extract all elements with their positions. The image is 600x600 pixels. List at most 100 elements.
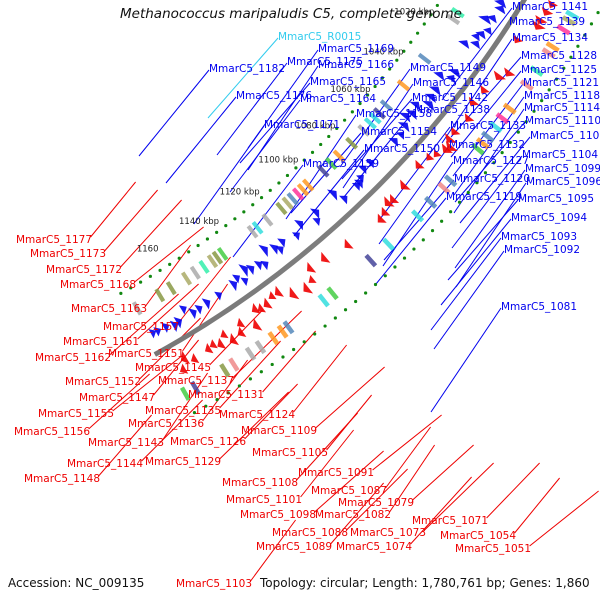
cog-category-box bbox=[211, 250, 224, 265]
cog-category-box bbox=[251, 220, 264, 235]
forward-gene-arrow bbox=[471, 33, 480, 42]
forward-gene-arrow bbox=[260, 260, 269, 271]
leader-line bbox=[90, 181, 136, 238]
gene-label: MmarC5_1125 bbox=[521, 64, 597, 76]
forward-gene-arrow bbox=[148, 329, 157, 339]
cog-category-box bbox=[446, 13, 461, 26]
leader-line bbox=[193, 125, 265, 225]
gc-marker bbox=[430, 229, 435, 233]
leader-line bbox=[98, 414, 152, 477]
cog-category-box bbox=[267, 331, 280, 346]
leader-line bbox=[440, 218, 512, 306]
gene-label: MmarC5_1103 bbox=[176, 578, 252, 590]
leader-line bbox=[293, 344, 347, 413]
gc-marker bbox=[350, 110, 354, 114]
forward-gene-arrow bbox=[161, 322, 170, 333]
gc-marker bbox=[492, 161, 496, 165]
forward-gene-arrow bbox=[169, 320, 179, 332]
gc-marker bbox=[259, 370, 263, 374]
leader-line bbox=[441, 38, 513, 144]
cog-category-box bbox=[154, 288, 166, 303]
cog-category-box bbox=[332, 149, 346, 163]
cog-category-box bbox=[180, 271, 193, 286]
forward-gene-arrow bbox=[494, 5, 506, 15]
reverse-gene-arrow bbox=[504, 67, 516, 77]
gene-label: MmarC5_1127 bbox=[453, 155, 529, 167]
cog-category-box bbox=[450, 7, 465, 19]
gc-marker bbox=[333, 316, 337, 320]
gene-label: MmarC5_1105 bbox=[252, 447, 328, 459]
cog-category-box bbox=[198, 259, 210, 274]
gc-marker bbox=[204, 404, 208, 408]
gene-label: MmarC5_R0015 bbox=[278, 31, 361, 43]
gc-marker bbox=[119, 291, 123, 295]
gene-label: MmarC5_1173 bbox=[30, 248, 106, 260]
gc-marker bbox=[402, 256, 407, 260]
cog-category-box bbox=[529, 65, 544, 77]
gc-marker bbox=[388, 67, 392, 71]
gene-label: MmarC5_1165 bbox=[310, 76, 386, 88]
genome-backbone bbox=[153, 0, 528, 357]
tick-label: 1160 bbox=[137, 245, 159, 255]
reverse-gene-arrow bbox=[384, 196, 395, 207]
gene-label: MmarC5_1124 bbox=[219, 409, 295, 421]
leader-line bbox=[120, 199, 182, 268]
cog-category-box bbox=[326, 286, 339, 301]
gc-marker bbox=[524, 120, 528, 124]
reverse-gene-arrow bbox=[220, 329, 229, 339]
forward-gene-arrow bbox=[201, 298, 211, 310]
reverse-gene-arrow bbox=[433, 149, 442, 158]
gc-marker bbox=[421, 238, 425, 242]
leader-line bbox=[219, 340, 281, 409]
label-leader-lines bbox=[88, 7, 599, 582]
cog-category-box bbox=[296, 183, 310, 197]
gc-marker bbox=[281, 355, 285, 359]
reverse-gene-arrow bbox=[445, 140, 458, 151]
gene-label: MmarC5_1177 bbox=[16, 234, 92, 246]
reverse-gene-arrow bbox=[535, 14, 548, 25]
gene-label: MmarC5_1128 bbox=[521, 50, 597, 62]
gene-label: MmarC5_1147 bbox=[79, 392, 155, 404]
gc-marker bbox=[393, 265, 397, 269]
leader-line bbox=[433, 250, 505, 350]
leader-line bbox=[529, 490, 599, 547]
gc-marker bbox=[248, 377, 253, 381]
cog-category-box bbox=[471, 142, 485, 156]
cog-category-box bbox=[372, 107, 387, 120]
leader-line bbox=[300, 429, 354, 498]
forward-gene-arrow bbox=[475, 30, 486, 40]
cog-category-box bbox=[502, 102, 517, 115]
forward-gene-arrow bbox=[275, 246, 284, 255]
gene-labels: MmarC5_R0015MmarC5_1182MmarC5_1175MmarC5… bbox=[14, 1, 600, 590]
cog-category-box bbox=[475, 137, 490, 150]
leader-line bbox=[250, 519, 297, 582]
gene-label: MmarC5_1182 bbox=[209, 63, 285, 75]
tick-label: 1060 kbp bbox=[330, 85, 370, 95]
gene-label: MmarC5_1118 bbox=[524, 90, 600, 102]
cog-category-box bbox=[364, 253, 378, 268]
leader-line bbox=[342, 83, 414, 189]
leader-line bbox=[209, 309, 263, 366]
reverse-gene-arrow bbox=[237, 317, 246, 328]
leader-line bbox=[262, 330, 316, 393]
reverse-gene-arrow bbox=[308, 275, 317, 283]
reverse-gene-arrow bbox=[252, 318, 263, 331]
cog-category-box bbox=[495, 112, 510, 125]
cog-category-box bbox=[216, 247, 229, 261]
forward-gene-arrow bbox=[354, 179, 363, 189]
gene-label: MmarC5_1114 bbox=[524, 102, 600, 114]
forward-gene-arrow bbox=[214, 291, 223, 301]
leader-line bbox=[454, 169, 526, 269]
forward-gene-arrow bbox=[388, 138, 399, 147]
gc-marker bbox=[466, 190, 470, 195]
gc-marker bbox=[168, 262, 172, 266]
reverse-gene-arrow bbox=[513, 34, 524, 44]
gene-label: MmarC5_1051 bbox=[455, 543, 531, 555]
reverse-gene-arrow bbox=[179, 363, 189, 374]
cog-category-box bbox=[519, 79, 534, 92]
cog-category-box bbox=[301, 178, 315, 192]
reverse-gene-arrow bbox=[390, 194, 400, 204]
gc-marker bbox=[412, 247, 416, 251]
leader-line bbox=[138, 69, 210, 157]
gc-marker bbox=[342, 118, 347, 122]
